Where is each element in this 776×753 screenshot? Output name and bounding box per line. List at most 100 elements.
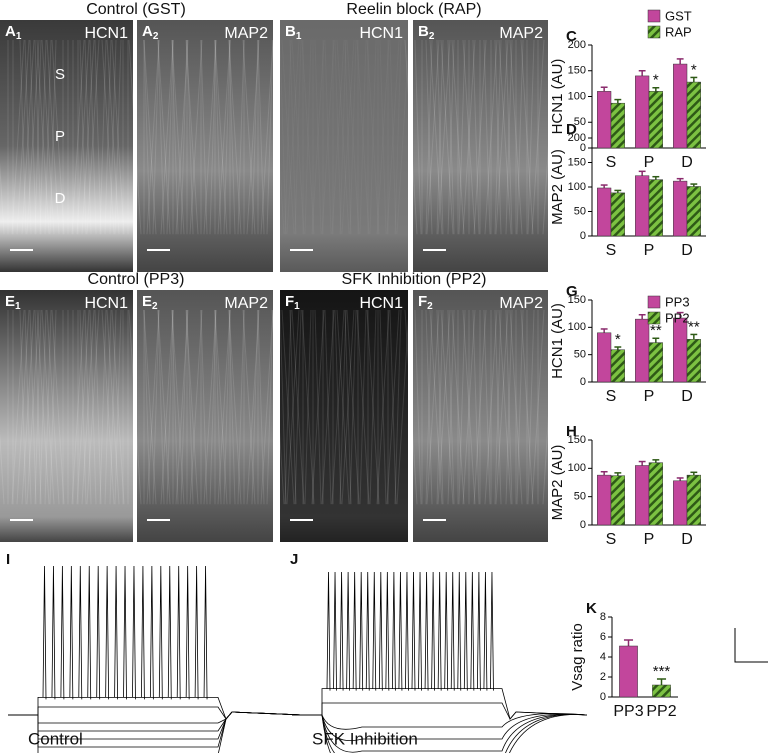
spike <box>149 565 154 700</box>
label-letter: F <box>418 293 427 310</box>
bar <box>686 339 701 383</box>
fiber <box>429 309 443 505</box>
fiber <box>396 39 410 235</box>
fiber <box>334 309 342 505</box>
fiber <box>143 39 151 235</box>
fiber <box>114 309 122 505</box>
fiber <box>19 39 27 235</box>
fiber <box>458 309 466 505</box>
fiber <box>341 309 355 505</box>
fiber <box>314 309 322 505</box>
y-tick-label: 0 <box>580 376 586 388</box>
spike <box>158 565 163 700</box>
panel-letter: I <box>6 551 10 568</box>
fiber <box>106 309 120 505</box>
fiber <box>89 39 97 235</box>
fiber <box>531 309 545 505</box>
fiber <box>84 309 92 505</box>
panel-letter: G <box>566 283 578 300</box>
label-sub: 2 <box>153 31 159 42</box>
fiber <box>462 309 476 505</box>
fiber <box>200 309 208 505</box>
fiber <box>266 39 274 235</box>
fiber <box>484 309 498 505</box>
y-tick-label: 50 <box>574 116 586 128</box>
fiber <box>425 309 433 505</box>
fiber <box>281 39 295 235</box>
fiber <box>324 39 332 235</box>
spike <box>405 571 409 691</box>
layer-label: D <box>55 190 66 207</box>
fiber <box>76 309 90 505</box>
fiber <box>203 39 217 235</box>
spike <box>431 571 436 691</box>
bar <box>635 318 650 383</box>
micrograph <box>137 290 273 542</box>
fiber <box>494 39 502 235</box>
fiber <box>289 39 297 235</box>
bar <box>619 645 638 698</box>
fiber <box>495 309 509 505</box>
bar <box>673 180 688 237</box>
fiber <box>473 309 487 505</box>
fiber <box>425 39 433 235</box>
fiber <box>505 309 513 505</box>
fiber <box>389 309 397 505</box>
panel-letter: K <box>586 600 597 617</box>
panel-title: Control (GST) <box>86 1 186 18</box>
fiber <box>369 39 377 235</box>
spike <box>457 571 462 691</box>
significance: * <box>691 61 697 78</box>
fiber <box>321 39 335 235</box>
legend-swatch <box>647 25 661 39</box>
spike <box>378 571 383 691</box>
image-label: E1 <box>5 293 21 312</box>
fiber <box>447 309 455 505</box>
fiber <box>436 309 444 505</box>
y-tick-label: 200 <box>568 39 586 51</box>
fiber <box>251 309 259 505</box>
fiber <box>437 309 451 505</box>
fiber <box>436 39 444 235</box>
trace <box>292 713 588 753</box>
fiber <box>356 309 370 505</box>
fiber <box>429 39 443 235</box>
spike <box>167 565 172 700</box>
fiber <box>109 309 117 505</box>
bar <box>648 91 663 149</box>
fiber <box>291 309 305 505</box>
fiber <box>414 39 422 235</box>
x-tick-label: D <box>681 154 693 171</box>
label-letter: A <box>5 23 16 40</box>
fiber <box>301 309 315 505</box>
fiber <box>462 39 476 235</box>
y-tick-label: 6 <box>600 631 606 643</box>
label-sub: 1 <box>294 301 300 312</box>
fiber <box>114 39 122 235</box>
fiber <box>185 39 199 235</box>
fiber <box>39 309 47 505</box>
fiber <box>314 39 322 235</box>
fiber <box>436 309 444 505</box>
fiber <box>341 39 355 235</box>
fiber <box>175 309 189 505</box>
fiber <box>246 39 260 235</box>
y-axis-label: Vsag ratio <box>569 623 586 691</box>
fiber <box>160 309 174 505</box>
fiber <box>494 309 502 505</box>
fiber <box>46 309 60 505</box>
y-tick-label: 0 <box>580 142 586 154</box>
legend-swatch <box>647 311 661 325</box>
fiber <box>379 309 387 505</box>
fiber <box>473 39 487 235</box>
fiber <box>143 309 151 505</box>
fiber <box>447 39 455 235</box>
fiber <box>436 39 444 235</box>
fiber <box>301 39 315 235</box>
fiber <box>324 309 332 505</box>
label-letter: E <box>5 293 15 310</box>
fiber <box>157 39 165 235</box>
y-tick-label: 100 <box>568 462 586 474</box>
fiber <box>447 39 455 235</box>
fiber <box>111 309 125 505</box>
